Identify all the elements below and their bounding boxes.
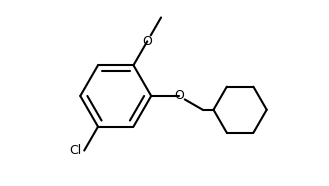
Text: O: O — [142, 35, 152, 48]
Text: Cl: Cl — [69, 144, 81, 157]
Text: O: O — [174, 89, 184, 102]
